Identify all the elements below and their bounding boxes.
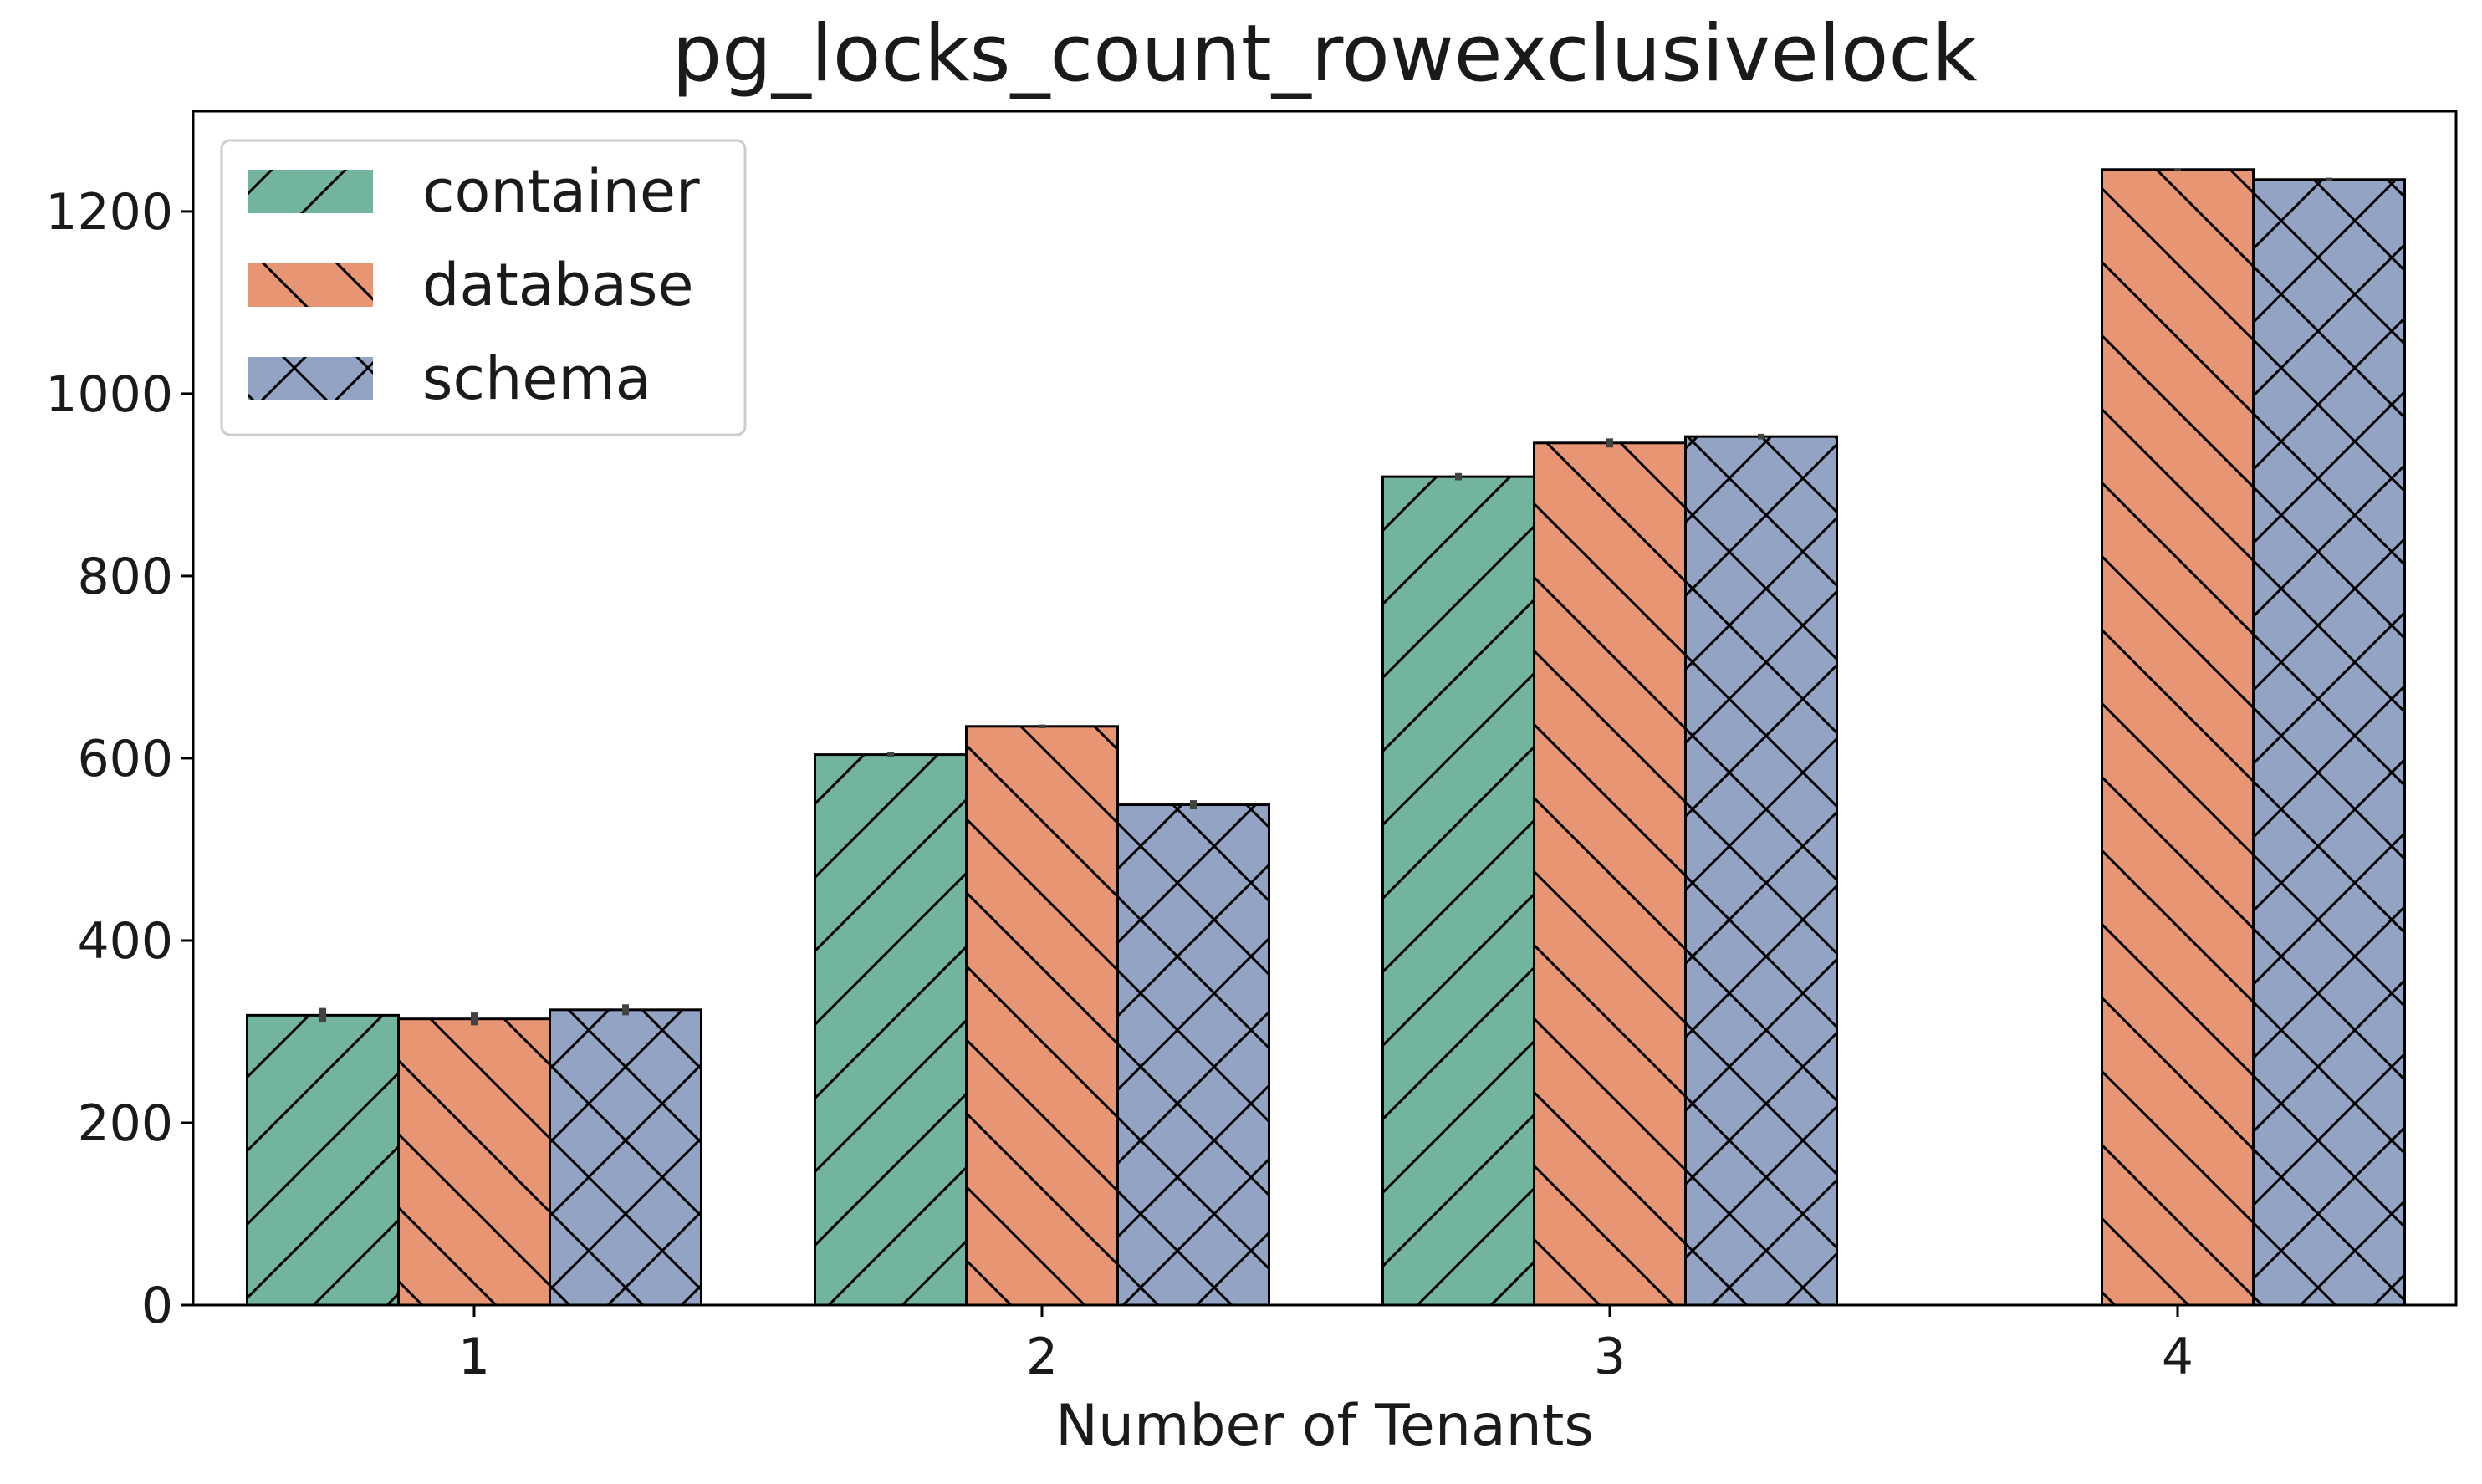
legend: container database schema	[220, 139, 747, 436]
y-tick-label: 1200	[45, 183, 173, 242]
legend-swatch-hatch	[248, 357, 373, 400]
bar-hatch	[397, 1017, 551, 1307]
bar-hatch	[2101, 168, 2255, 1307]
legend-item-schema: schema	[248, 344, 651, 413]
y-tick-label: 1000	[45, 365, 173, 424]
bars-group	[246, 168, 2406, 1307]
bar-schema-4	[2252, 178, 2406, 1307]
x-axis-label: Number of Tenants	[1055, 1393, 1594, 1459]
y-tick-label: 400	[77, 912, 173, 971]
legend-item-database: database	[248, 251, 694, 319]
bar-hatch	[1684, 435, 1838, 1307]
legend-label: container	[422, 157, 700, 226]
y-tick-label: 800	[77, 548, 173, 606]
x-tick-label: 1	[458, 1328, 490, 1386]
x-tick-label: 3	[1594, 1328, 1626, 1386]
bar-database-1	[397, 1017, 551, 1307]
x-tick-label: 4	[2162, 1328, 2193, 1386]
bar-database-2	[965, 725, 1119, 1307]
y-axis: 0 200 400 600 800 1000 1200	[45, 183, 193, 1335]
bar-hatch	[246, 1013, 400, 1307]
bar-schema-3	[1684, 435, 1838, 1307]
bar-container-1	[246, 1013, 400, 1307]
legend-swatch-hatch	[248, 263, 373, 307]
bar-hatch	[1116, 803, 1270, 1307]
legend-swatch-hatch	[248, 170, 373, 213]
plot-frame	[192, 110, 2458, 1307]
bar-hatch	[1533, 441, 1687, 1307]
chart-title: pg_locks_count_rowexclusivelock	[672, 8, 1978, 99]
bar-hatch	[965, 725, 1119, 1307]
legend-label: schema	[422, 344, 651, 413]
bar-hatch	[1381, 475, 1535, 1307]
bar-hatch	[549, 1008, 702, 1307]
y-tick-label: 200	[77, 1094, 173, 1153]
bar-database-3	[1533, 441, 1687, 1307]
error-bars-group	[319, 168, 2332, 1026]
y-tick-label: 600	[77, 730, 173, 788]
bar-schema-2	[1116, 803, 1270, 1307]
legend-label: database	[422, 251, 694, 319]
bar-database-4	[2101, 168, 2255, 1307]
legend-item-container: container	[248, 157, 700, 226]
bar-container-2	[814, 753, 968, 1307]
bar-schema-1	[549, 1008, 702, 1307]
bar-hatch	[2252, 178, 2406, 1307]
x-axis: 1 2 3 4	[458, 1305, 2193, 1386]
x-tick-label: 2	[1026, 1328, 1058, 1386]
y-tick-label: 0	[141, 1277, 173, 1335]
bar-container-3	[1381, 475, 1535, 1307]
bar-hatch	[814, 753, 968, 1307]
